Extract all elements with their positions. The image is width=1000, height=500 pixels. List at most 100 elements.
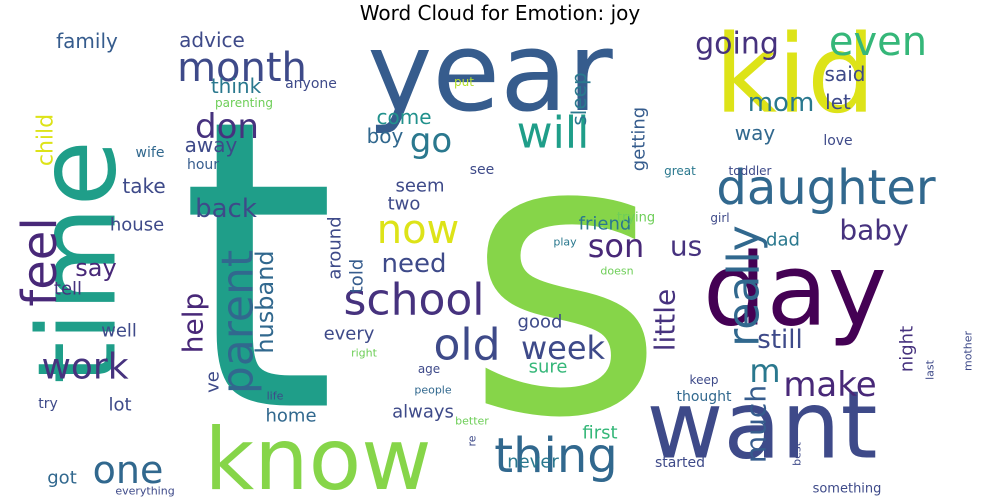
word-first: first [582,423,617,444]
word-don: don [195,107,259,147]
word-old: old [433,320,500,371]
word-now: now [377,207,460,253]
word-going: going [695,27,779,62]
word-got: got [47,468,77,489]
word-week: week [521,329,606,367]
word-doesn: doesn [600,265,633,278]
word-seem: seem [395,176,444,197]
word-girl: girl [710,211,729,225]
word-dad: dad [766,230,800,251]
word-people: people [414,384,452,397]
word-know: know [204,410,431,500]
word-around: around [325,216,346,279]
word-really: really [719,225,770,347]
word-two: two [388,194,421,215]
word-little: little [649,289,682,352]
word-daughter: daughter [716,160,936,216]
word-sleep: sleep [567,72,591,125]
word-way: way [735,121,776,145]
word-boy: boy [367,124,404,148]
word-said: said [825,62,866,86]
word-anyone: anyone [285,76,337,92]
word-last: last [924,359,937,380]
word-away: away [185,133,238,157]
word-take: take [122,174,165,198]
word-kid: kid [714,13,875,138]
word-help: help [177,293,210,354]
word-good: good [518,312,563,333]
word-lot: lot [108,395,131,416]
word-will: will [517,108,590,159]
word-go: go [410,121,452,161]
word-something: something [813,482,882,497]
word-month: month [177,45,307,91]
word-keep: keep [690,373,719,387]
word-tell: tell [54,279,82,300]
word-never: never [507,452,559,473]
word-thing: thing [494,428,617,484]
word-school: school [343,275,484,326]
word-baby: baby [839,214,908,247]
word-sure: sure [529,357,568,378]
word-family: family [56,29,118,53]
word-make: make [783,365,876,405]
word-even: even [829,19,927,65]
word-love: love [823,133,852,149]
word-son: son [588,227,645,265]
word-us: us [670,230,702,263]
word-work: work [41,347,128,388]
word-time: time [16,140,141,384]
word-t: t [180,36,337,500]
word-every: every [324,324,375,345]
word-advice: advice [179,28,245,52]
word-home: home [265,406,316,427]
word-getting: getting [629,107,650,171]
word-year: year [367,8,613,136]
word-one: one [93,448,164,492]
word-parenting: parenting [215,96,273,110]
word-come: come [376,105,431,129]
word-child: child [34,114,59,166]
word-feel: feel [12,217,68,306]
word-let: let [825,90,851,114]
word-night: night [897,326,918,372]
word-say: say [75,254,116,282]
word-mom: mom [748,88,815,118]
word-trying: trying [617,211,655,226]
word-great: great [664,164,696,178]
word-told: told [347,259,368,294]
word-house: house [110,215,164,236]
word-thought: thought [676,389,732,405]
word-friend: friend [579,214,632,235]
word-mother: mother [962,331,975,371]
word-s: s [465,54,666,500]
word-hour: hour [187,157,219,173]
word-husband: husband [251,250,279,353]
word-best: best [791,441,804,465]
word-toddler: toddler [729,164,772,178]
word-life: life [267,390,284,403]
word-re: re [466,435,479,446]
word-better: better [455,415,489,428]
word-want: want [647,372,878,481]
word-everything: everything [115,485,174,498]
word-put: put [454,75,474,89]
word-play: play [553,236,577,249]
word-started: started [655,455,705,471]
word-m: m [749,352,780,390]
chart-title: Word Cloud for Emotion: joy [359,1,641,25]
word-still: still [757,325,802,355]
word-back: back [195,194,257,224]
word-try: try [38,396,58,412]
word-see: see [470,162,495,178]
word-parent: parent [213,250,264,394]
word-need: need [382,249,447,279]
word-always: always [392,402,454,423]
word-well: well [101,321,137,342]
word-think: think [211,74,262,98]
word-age: age [418,362,440,376]
word-day: day [703,232,887,349]
word-right: right [351,347,378,360]
